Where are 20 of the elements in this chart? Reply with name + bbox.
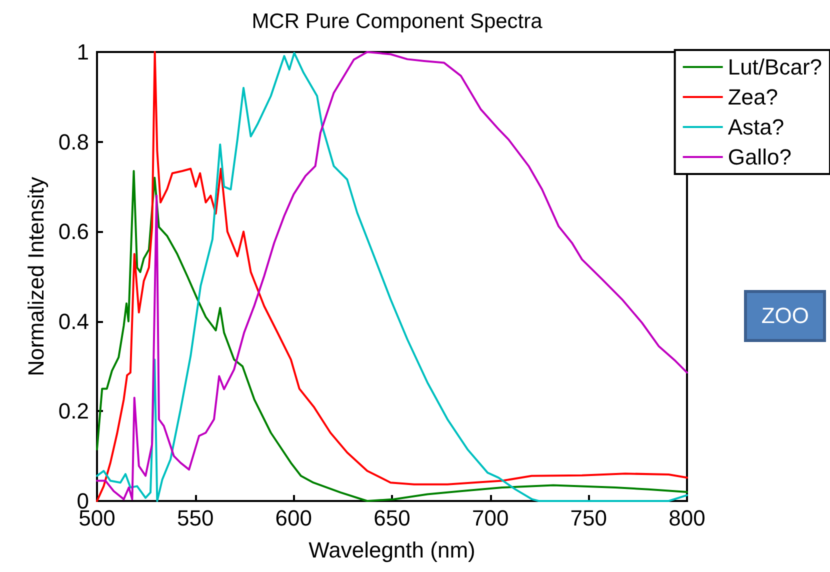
y-tick-label: 0.2 [58,398,89,424]
x-tick-label: 650 [374,506,410,530]
y-axis-title: Normalized Intensity [24,176,48,376]
y-tick-label: 1 [76,40,89,64]
legend-label: Gallo? [728,144,792,170]
legend-label: Zea? [728,84,778,110]
zoom-button: ZOO [744,290,826,342]
x-tick-label: 800 [668,506,706,530]
y-tick-label: 0.6 [58,219,89,244]
legend-label: Lut/Bcar? [728,54,822,80]
line-series [96,170,688,502]
legend-label: Asta? [728,114,784,140]
x-tick-label: 750 [570,506,608,530]
y-tick-label: 0.4 [58,308,89,334]
x-tick-label: 550 [176,506,214,530]
x-axis-title: Wavelegnth (nm) [308,538,476,562]
y-tick-label: 0.8 [58,129,89,154]
x-tick-label: 700 [472,506,509,530]
chart-title: MCR Pure Component Spectra [252,10,543,33]
x-tick-label: 600 [275,506,312,530]
